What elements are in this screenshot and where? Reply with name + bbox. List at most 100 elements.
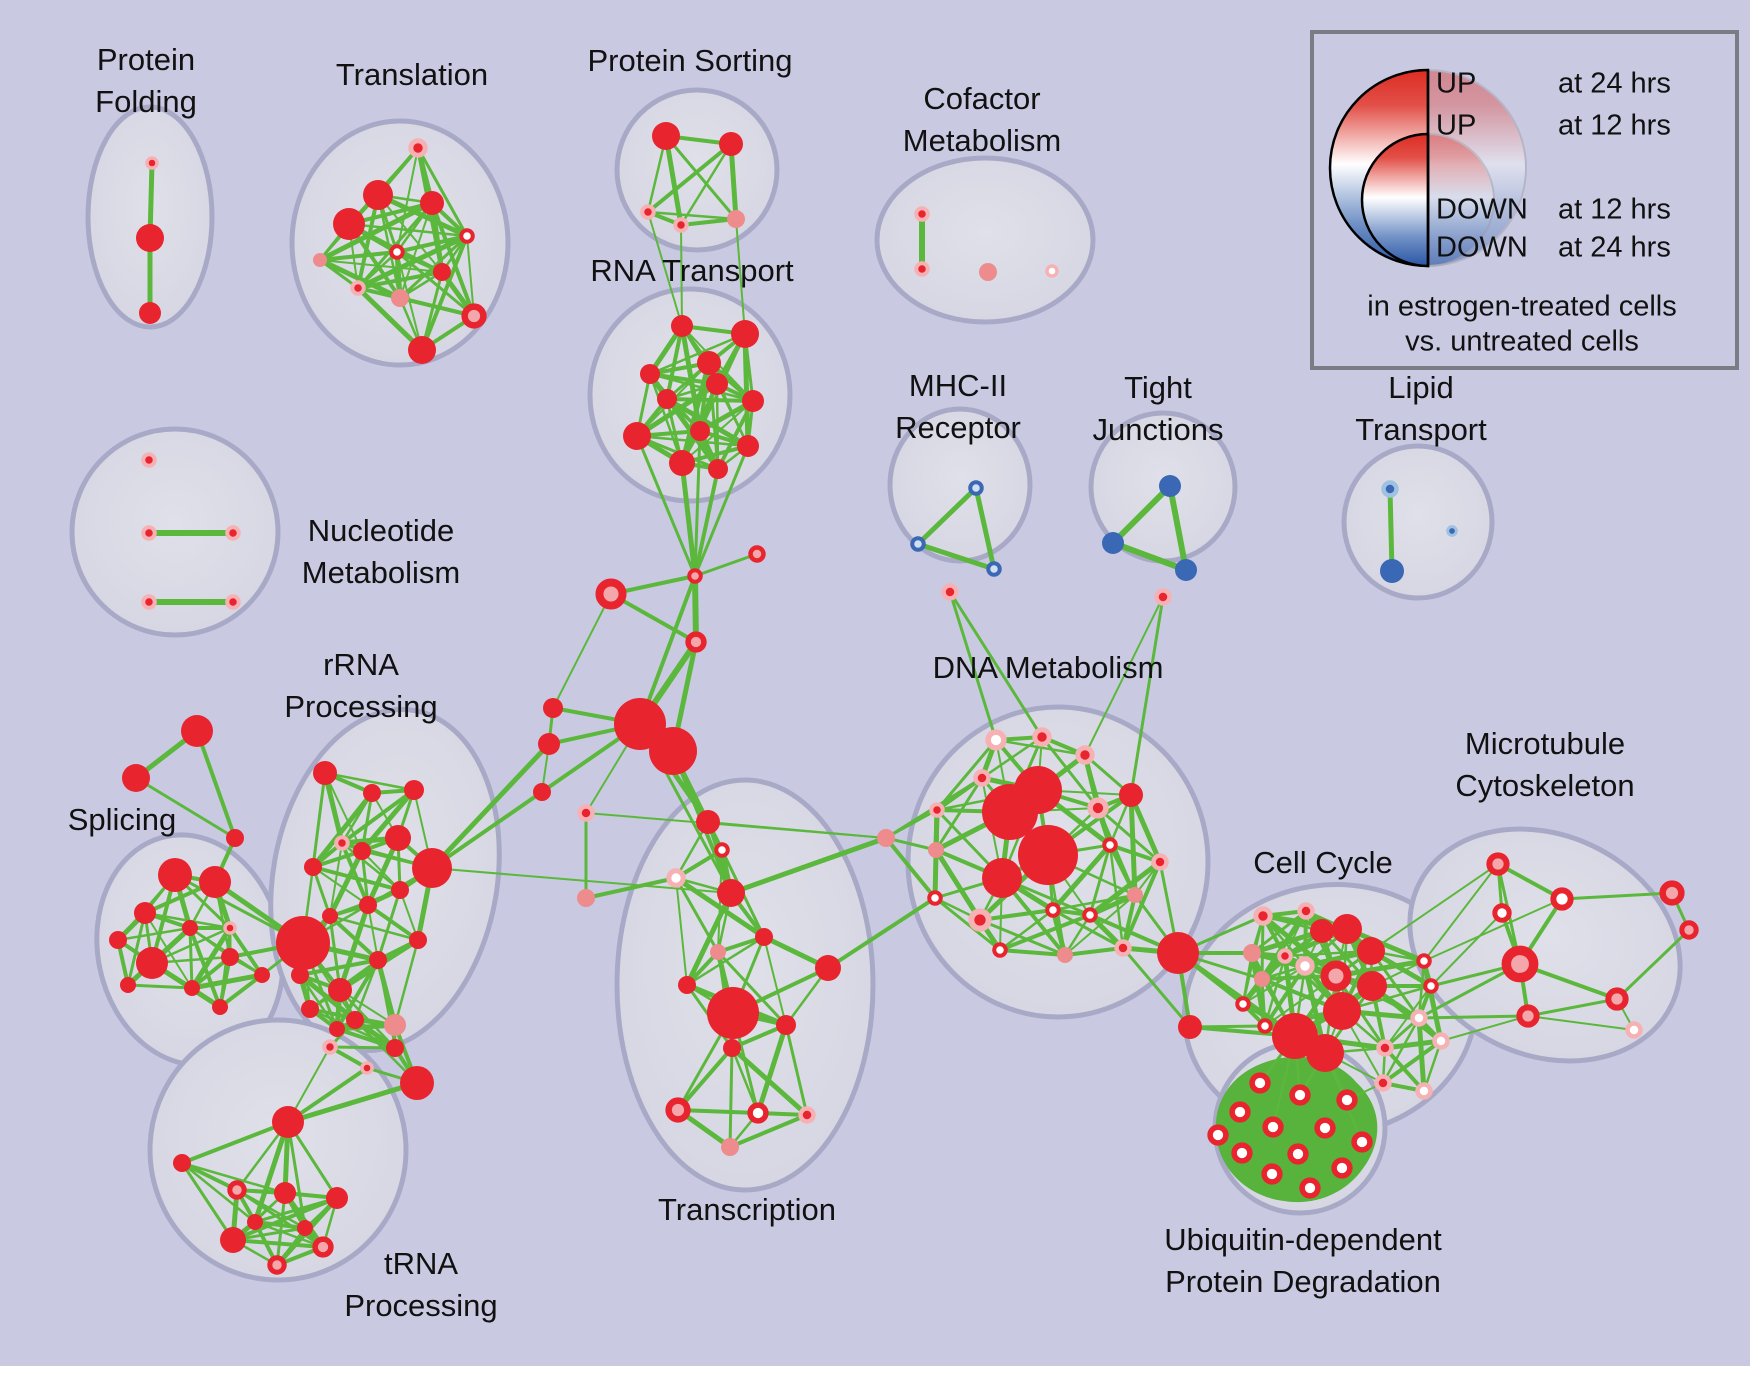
edge-trna-processing — [235, 1188, 307, 1230]
gene-node-up-strong — [669, 450, 695, 476]
gene-node-up-ring-pink-core — [685, 631, 707, 653]
edge-intercluster — [735, 218, 746, 335]
edge-rrna-processing — [324, 772, 363, 852]
gene-node-up-ring-pink-core — [267, 1255, 287, 1275]
gene-node-up-24-halo — [1376, 1039, 1394, 1057]
edge-tight-junctions — [1110, 540, 1189, 573]
gene-node-up-strong — [533, 783, 551, 801]
edge-central-trunk — [609, 592, 698, 644]
gene-node-up-mild — [577, 889, 595, 907]
gene-node-up-mild — [710, 944, 726, 960]
edge-transcription — [763, 936, 787, 1026]
legend-time-0: at 24 hrs — [1558, 68, 1671, 100]
edge-trna-processing — [180, 1120, 290, 1165]
edge-intercluster — [1129, 595, 1165, 797]
edge-transcription — [684, 890, 734, 988]
gene-node-up-ring-white-core — [1082, 907, 1098, 923]
edge-microtubule-cytoskeleton — [1496, 862, 1564, 901]
edge-rna-transport — [665, 397, 755, 403]
edge-translation — [395, 234, 469, 254]
gene-node-up-ring-white-core — [1207, 1124, 1229, 1146]
gene-node-up-strong — [409, 931, 427, 949]
cluster-label-protein-sorting: Protein Sorting — [587, 43, 792, 78]
edge-intercluster — [430, 790, 544, 870]
gene-node-pink-ring-white-core — [1045, 264, 1059, 278]
gene-node-up-strong — [386, 1039, 404, 1057]
edge-intercluster — [1423, 898, 1563, 962]
gene-node-up-ring-white-core — [1314, 1117, 1336, 1139]
edge-dna-metabolism — [1128, 792, 1163, 865]
edge-cell-cycle — [1250, 909, 1308, 955]
gene-node-up-strong — [1323, 992, 1361, 1030]
gene-node-up-strong — [359, 896, 377, 914]
gene-node-up-strong — [353, 842, 371, 860]
edge-transcription — [584, 876, 678, 900]
cluster-label-rna-transport: RNA Transport — [590, 253, 794, 288]
gene-node-up-24-halo — [360, 1061, 374, 1075]
edge-central-trunk — [693, 552, 759, 578]
edge-intercluster — [635, 434, 697, 578]
gene-node-up-strong — [708, 459, 728, 479]
edge-transcription — [729, 1045, 810, 1118]
cluster-label-dna-metabolism: DNA Metabolism — [933, 650, 1164, 685]
edge-transcription — [730, 1046, 760, 1115]
gene-node-up-strong — [182, 920, 198, 936]
gene-node-up-strong — [1306, 1034, 1344, 1072]
legend-direction-3: DOWN — [1436, 232, 1528, 264]
gene-node-up-strong — [737, 435, 759, 457]
legend-circle-12h-solid-half — [1360, 132, 1430, 268]
gene-node-up-mild — [1254, 971, 1270, 987]
edge-microtubule-cytoskeleton — [1526, 997, 1619, 1018]
edge-trna-processing — [180, 1161, 239, 1192]
edge-transcription — [784, 1023, 809, 1117]
gene-node-up-ring-white-core — [1229, 1101, 1251, 1123]
edge-dna-metabolism — [934, 849, 937, 899]
gene-node-up-strong — [1332, 914, 1362, 944]
edge-intercluster — [429, 741, 552, 871]
edge-cell-cycle — [1249, 928, 1325, 956]
gene-node-up-strong — [391, 881, 409, 899]
gene-node-up-strong — [301, 1000, 319, 1018]
gene-node-up-mild — [1127, 887, 1143, 903]
cluster-label-rrna-processing: rRNA — [323, 647, 399, 682]
gene-node-up-strong — [1014, 766, 1062, 814]
edge-rrna-processing — [311, 865, 402, 892]
gene-node-up-strong — [363, 784, 381, 802]
gene-node-up-24-halo — [941, 583, 959, 601]
edge-transcription — [676, 1046, 734, 1112]
edge-rrna-processing — [340, 841, 402, 892]
cluster-label-cell-cycle: Cell Cycle — [1253, 845, 1393, 880]
cluster-ellipse-lipid-transport — [1341, 443, 1495, 601]
cluster-labels: Protein Folding Translation Protein Sorting… — [68, 42, 1635, 1323]
edge-dna-metabolism — [1121, 946, 1192, 1029]
gene-node-up-mild — [391, 289, 409, 307]
gene-node-up-ring-white-core — [1235, 996, 1251, 1012]
gene-node-up-strong — [276, 916, 330, 970]
edge-dna-metabolism — [1040, 735, 1100, 810]
gene-node-up-24-halo — [408, 138, 428, 158]
gene-node-up-ring-pink-core — [461, 303, 487, 329]
edge-protein-sorting — [663, 133, 684, 228]
gene-node-down-strong — [1102, 532, 1124, 554]
edge-dna-metabolism — [978, 918, 1067, 957]
gene-node-up-strong — [755, 928, 773, 946]
gene-node-up-strong — [304, 858, 322, 876]
gene-node-down-ring — [986, 561, 1002, 577]
edge-mhc-ii-receptor — [915, 485, 979, 547]
edge-trna-processing — [253, 1220, 325, 1249]
gene-node-up-strong — [1357, 971, 1387, 1001]
edge-rrna-processing — [298, 958, 380, 977]
gene-node-up-24-halo — [350, 280, 366, 296]
legend-circle-12h-faded-half — [1427, 132, 1495, 268]
edge-dna-metabolism — [1063, 946, 1125, 957]
edge-splicing — [218, 973, 264, 1009]
gene-node-up-strong — [385, 825, 411, 851]
gene-node-up-strong — [221, 948, 239, 966]
edge-intercluster — [1430, 912, 1503, 987]
gene-node-up-strong — [697, 351, 721, 375]
edge-rrna-processing — [367, 904, 379, 961]
edge-tight-junctions — [1167, 483, 1189, 573]
edge-trna-processing — [253, 1220, 307, 1230]
gene-node-up-strong — [408, 336, 436, 364]
gene-node-up-24-halo — [929, 802, 945, 818]
